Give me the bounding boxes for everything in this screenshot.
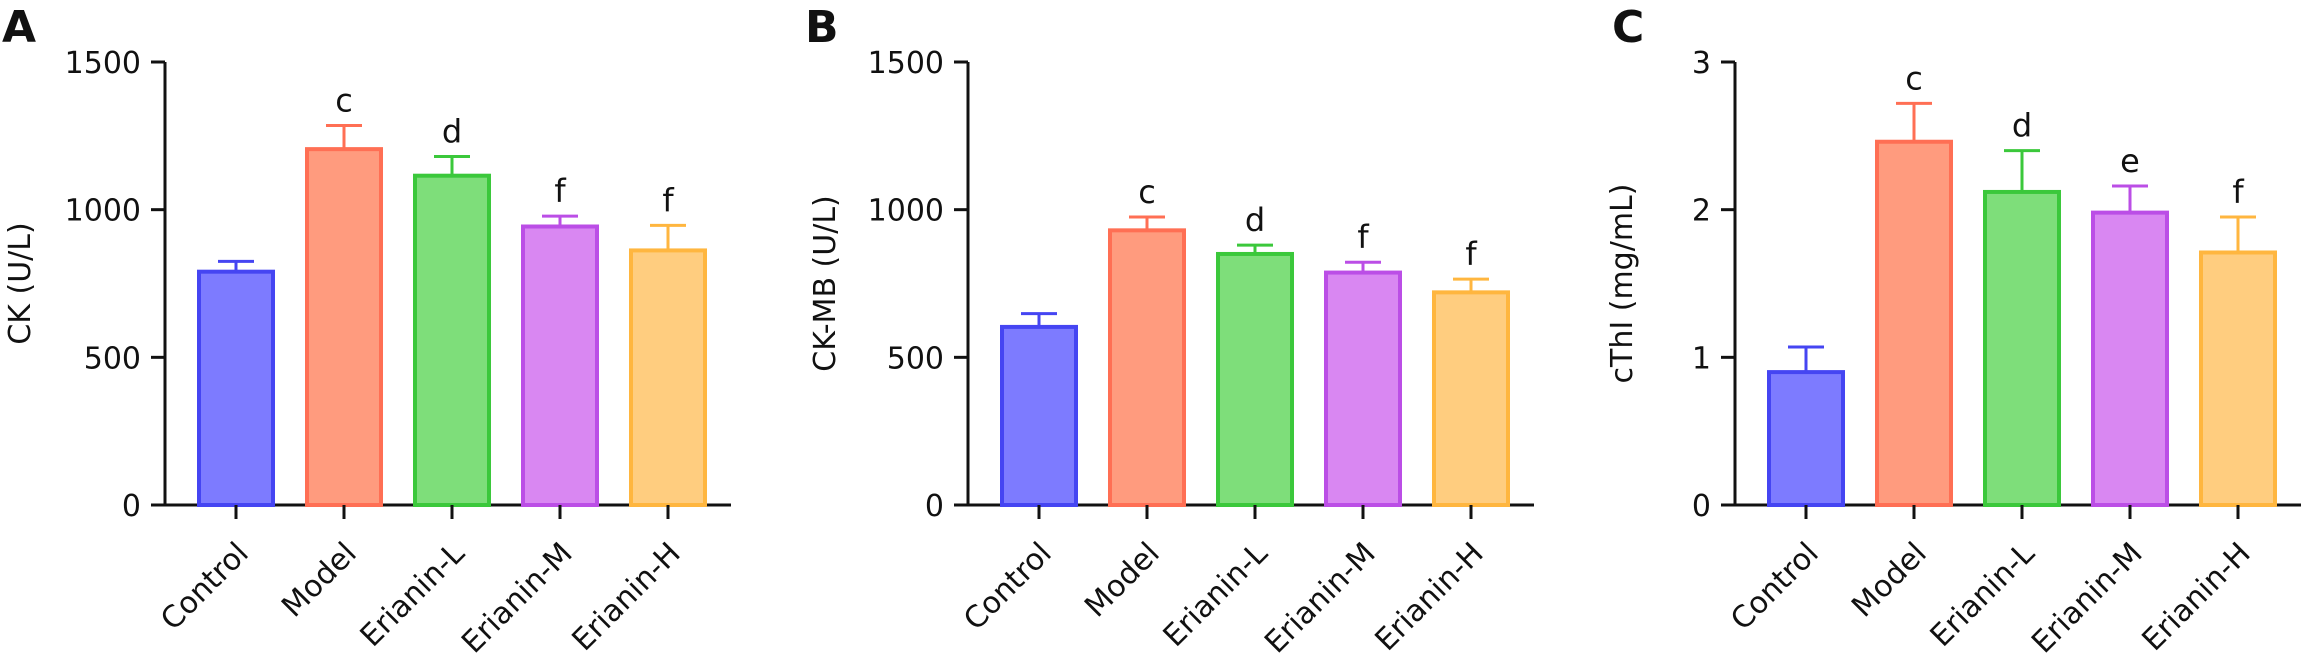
panel-a-y-tick-label: 0 xyxy=(122,489,141,524)
panel-a-x-tick-label: Control xyxy=(154,536,255,637)
panel-a-x-tick-label: Erianin-L xyxy=(354,536,472,654)
panel-c-bar xyxy=(1875,139,1953,508)
panel-b-y-tick-label: 1000 xyxy=(868,194,944,229)
panel-b-y-tick-label: 500 xyxy=(887,341,944,376)
panel-a-letter: A xyxy=(2,2,36,53)
panel-c-x-tick-label: Erianin-M xyxy=(2025,536,2150,661)
panel-b-y-axis-title: CK-MB (U/L) xyxy=(808,195,843,371)
panel-a-bar xyxy=(629,248,707,507)
panel-b-bar xyxy=(1108,228,1186,507)
panel-b-x-tick-label: Model xyxy=(1078,536,1166,624)
panel-a-bar xyxy=(197,269,275,508)
panel-b-y-tick-label: 0 xyxy=(925,489,944,524)
panel-c-sig-label: c xyxy=(1905,59,1923,97)
panel-b-sig-label: f xyxy=(1465,235,1477,273)
panel-c-x-tick-label: Erianin-H xyxy=(2135,536,2257,658)
panel-c-y-tick-label: 2 xyxy=(1692,194,1711,229)
panel-c-sig-label: f xyxy=(2232,173,2244,211)
panel-b-bar xyxy=(1216,251,1294,507)
panel-c-sig-label: e xyxy=(2120,142,2140,180)
panel-a-sig-label: f xyxy=(662,181,674,219)
panel-b-sig-label: d xyxy=(1245,201,1265,239)
panel-c-y-axis-title: cThI (mg/mL) xyxy=(1605,184,1640,384)
panel-b-x-tick-label: Control xyxy=(957,536,1058,637)
panel-c-x-tick-label: Model xyxy=(1845,536,1933,624)
panel-a-x-tick-label: Model xyxy=(275,536,363,624)
panel-b-sig-label: f xyxy=(1357,218,1369,256)
panel-c-bar xyxy=(2091,210,2169,507)
panel-a-y-tick-label: 1500 xyxy=(65,46,141,81)
panel-a-x-tick-label: Erianin-H xyxy=(565,536,687,658)
panel-b-x-tick-label: Erianin-H xyxy=(1368,536,1490,658)
panel-a-y-axis-title: CK (U/L) xyxy=(3,222,38,344)
panel-b-letter: B xyxy=(805,2,839,53)
panel-c-x-tick-label: Erianin-L xyxy=(1924,536,2042,654)
panel-c-x-tick-label: Control xyxy=(1724,536,1825,637)
panel-b-y-tick-label: 1500 xyxy=(868,46,944,81)
panel-b-bar xyxy=(1324,270,1402,507)
panel-a-bar xyxy=(413,173,491,507)
panel-c-y-tick-label: 1 xyxy=(1692,341,1711,376)
panel-a-x-tick-label: Erianin-M xyxy=(455,536,580,661)
panel-b-x-tick-label: Erianin-M xyxy=(1258,536,1383,661)
panel-b-bar xyxy=(1000,324,1078,507)
panel-a-sig-label: d xyxy=(442,113,462,151)
panel-c-sig-label: d xyxy=(2012,107,2032,145)
panel-c-bar xyxy=(1767,370,1845,507)
panel-a-bar xyxy=(521,224,599,507)
panel-c-bar xyxy=(2199,250,2277,507)
panel-b-bar xyxy=(1432,290,1510,507)
panel-a-y-tick-label: 1000 xyxy=(65,194,141,229)
panel-c-bar xyxy=(1983,189,2061,508)
panel-b-sig-label: c xyxy=(1138,173,1156,211)
panel-c-y-tick-label: 0 xyxy=(1692,489,1711,524)
panel-a-sig-label: c xyxy=(335,81,353,119)
panel-b-x-tick-label: Erianin-L xyxy=(1157,536,1275,654)
panel-a-sig-label: f xyxy=(554,172,566,210)
panel-a-y-tick-label: 500 xyxy=(84,341,141,376)
panel-c-y-tick-label: 3 xyxy=(1692,46,1711,81)
panel-a-bar xyxy=(305,147,383,508)
panel-c-letter: C xyxy=(1612,2,1644,53)
